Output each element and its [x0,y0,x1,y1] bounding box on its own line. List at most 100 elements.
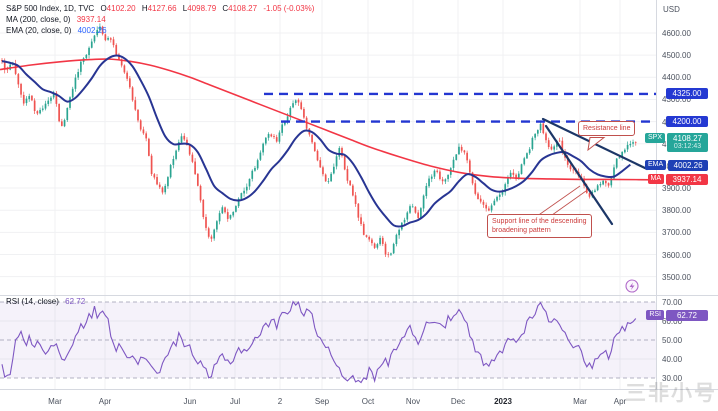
candle-body [488,208,490,211]
ma-price: 3937.14 [666,174,708,186]
candle-body [349,180,352,186]
low-value: 4098.79 [187,4,217,13]
candle-body [547,140,550,148]
candle-body [468,160,471,173]
candle-body [229,215,232,219]
candle-body [164,185,167,193]
candle-body [115,45,118,55]
time-tick-label: Dec [450,397,466,406]
candle-body [99,26,101,31]
ema20-legend-row[interactable]: EMA (20, close, 0) 4002.26 [6,25,314,36]
candle-body [50,97,52,101]
candle-body [624,149,626,153]
candle-body [292,103,294,108]
candle-body [270,134,273,137]
price-tick-label: 3600.00 [662,250,691,260]
candle-body [512,172,515,175]
candle-body [632,142,634,144]
price-tick-label: 4600.00 [662,29,691,38]
candle-body [447,174,449,180]
candle-body [126,72,128,79]
candle-body [566,157,569,165]
rsi-legend[interactable]: RSI (14, close) 62.72 [6,297,85,306]
candle-body [22,94,25,104]
candle-body [118,54,120,60]
candle-body [545,133,547,141]
candle-body [379,237,381,245]
candle-body [63,120,66,127]
candle-body [9,64,12,70]
candle-body [493,200,496,206]
candle-body [515,174,517,180]
ema-price: 4002.26 [668,159,708,171]
time-tick-label: Mar [573,397,587,406]
candle-body [360,217,362,225]
support-callout[interactable]: Support line of the descending broadenin… [487,214,592,238]
candle-body [482,201,485,205]
candle-body [498,194,501,197]
candle-body [123,65,126,73]
candle-body [338,148,341,157]
candle-body [313,142,316,151]
support-trendline[interactable] [544,124,614,226]
candle-body [596,185,599,191]
ema20-line [1,54,631,228]
open-label: O [100,4,107,13]
candle-body [618,157,621,159]
candle-body [479,198,482,202]
ma200-legend-row[interactable]: MA (200, close, 0) 3937.14 [6,14,314,25]
ma200-value: 3937.14 [76,15,106,24]
resistance-callout[interactable]: Resistance line [578,121,636,136]
price-tick-label: 3500.00 [662,272,691,282]
candle-body [80,61,82,72]
candle-body [425,185,428,197]
candle-body [41,108,44,110]
candle-body [542,123,545,134]
spx-price: 4108.27 [673,134,702,144]
candle-body [109,38,112,40]
candle-body [395,234,398,245]
candle-body [520,164,523,174]
candle-body [384,243,387,255]
candle-body [550,146,553,150]
symbol-title[interactable]: S&P 500 Index, 1D, TVC [6,4,95,13]
rsi-tick-label: 60.00 [662,317,683,326]
spx-price-badge: SPX 4108.27 03:12:43 [645,133,708,153]
rsi-line [1,300,637,384]
candle-body [221,207,224,214]
candle-body [69,97,71,108]
level-badge-4200-value: 4200.00 [666,116,708,128]
low-label: L [182,4,188,13]
candle-body [444,179,447,182]
candle-body [599,184,602,186]
candle-body [240,193,243,200]
candle-body [610,178,613,186]
candle-body [52,93,55,98]
candle-body [371,239,373,244]
candle-body [186,139,188,146]
candle-body [177,142,180,151]
candle-body [262,143,264,153]
candle-body [85,54,88,59]
candle-body [139,120,142,130]
candle-body [281,124,284,133]
candle-body [47,100,50,104]
candle-body [237,198,240,207]
candle-body [528,149,531,154]
candle-body [534,134,536,138]
candle-body [553,146,556,150]
candle-body [14,63,17,74]
candle-body [463,150,466,153]
candle-body [406,212,409,220]
candle-body [346,169,349,181]
rsi-price: 62.72 [666,310,708,322]
candle-body [3,61,6,70]
candle-body [352,185,354,196]
candle-body [485,204,488,209]
candle-body [169,164,172,178]
candle-body [39,109,41,114]
candle-body [602,180,604,185]
candle-body [60,121,63,126]
high-value: 4127.66 [147,4,177,13]
